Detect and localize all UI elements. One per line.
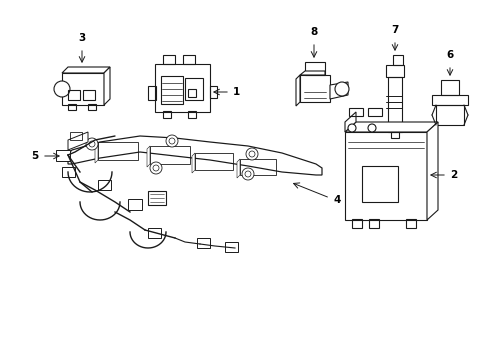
Text: 4: 4: [333, 195, 341, 205]
Bar: [88, 104, 96, 110]
Polygon shape: [237, 159, 240, 178]
Bar: [128, 199, 142, 210]
Bar: [148, 86, 156, 100]
Bar: [224, 242, 238, 252]
Bar: [431, 95, 467, 105]
Bar: [83, 90, 95, 100]
Text: 7: 7: [390, 25, 398, 35]
Bar: [184, 78, 203, 100]
Bar: [150, 146, 190, 164]
Bar: [163, 111, 171, 118]
Circle shape: [244, 171, 250, 177]
Bar: [385, 65, 403, 77]
Bar: [148, 228, 161, 238]
Polygon shape: [192, 153, 195, 173]
Circle shape: [165, 135, 178, 147]
Bar: [187, 111, 196, 118]
Bar: [440, 80, 458, 95]
Bar: [197, 238, 209, 248]
Bar: [98, 142, 138, 160]
Bar: [148, 191, 165, 205]
Circle shape: [150, 162, 162, 174]
Bar: [56, 150, 70, 161]
Bar: [183, 55, 195, 64]
Bar: [62, 73, 104, 105]
Bar: [163, 55, 175, 64]
Circle shape: [334, 82, 348, 96]
Bar: [390, 131, 398, 138]
Polygon shape: [295, 75, 299, 106]
Bar: [361, 166, 397, 202]
Bar: [68, 104, 76, 110]
Polygon shape: [299, 71, 325, 75]
Polygon shape: [299, 75, 329, 102]
Circle shape: [242, 168, 253, 180]
Circle shape: [347, 124, 355, 132]
Bar: [351, 219, 361, 228]
Polygon shape: [329, 82, 347, 99]
Circle shape: [245, 148, 258, 160]
Bar: [345, 132, 426, 220]
Polygon shape: [68, 132, 88, 150]
Bar: [405, 219, 415, 228]
Bar: [367, 108, 381, 116]
Bar: [62, 167, 75, 177]
Bar: [392, 55, 402, 65]
Polygon shape: [435, 105, 463, 125]
Text: 2: 2: [449, 170, 456, 180]
Circle shape: [89, 141, 95, 147]
Text: 8: 8: [310, 27, 317, 37]
Circle shape: [248, 151, 254, 157]
Circle shape: [153, 165, 159, 171]
Polygon shape: [104, 67, 110, 105]
Bar: [155, 64, 209, 112]
Text: 3: 3: [78, 33, 85, 43]
Text: 6: 6: [446, 50, 453, 60]
Polygon shape: [147, 146, 150, 167]
Bar: [98, 180, 111, 190]
Polygon shape: [62, 67, 110, 73]
Bar: [68, 90, 80, 100]
Circle shape: [54, 81, 70, 97]
Polygon shape: [345, 112, 355, 132]
Polygon shape: [345, 122, 437, 132]
Bar: [368, 219, 378, 228]
Bar: [195, 153, 232, 170]
Bar: [70, 132, 82, 140]
Circle shape: [367, 124, 375, 132]
Bar: [387, 77, 401, 132]
Polygon shape: [426, 122, 437, 220]
Text: 1: 1: [232, 87, 240, 97]
Bar: [209, 86, 217, 98]
Polygon shape: [305, 62, 325, 75]
Bar: [187, 89, 196, 97]
Polygon shape: [95, 142, 98, 163]
Bar: [348, 108, 362, 116]
Bar: [161, 76, 183, 104]
Polygon shape: [68, 136, 321, 175]
Text: 5: 5: [31, 151, 38, 161]
Circle shape: [86, 138, 98, 150]
Circle shape: [169, 138, 175, 144]
Bar: [240, 159, 275, 175]
